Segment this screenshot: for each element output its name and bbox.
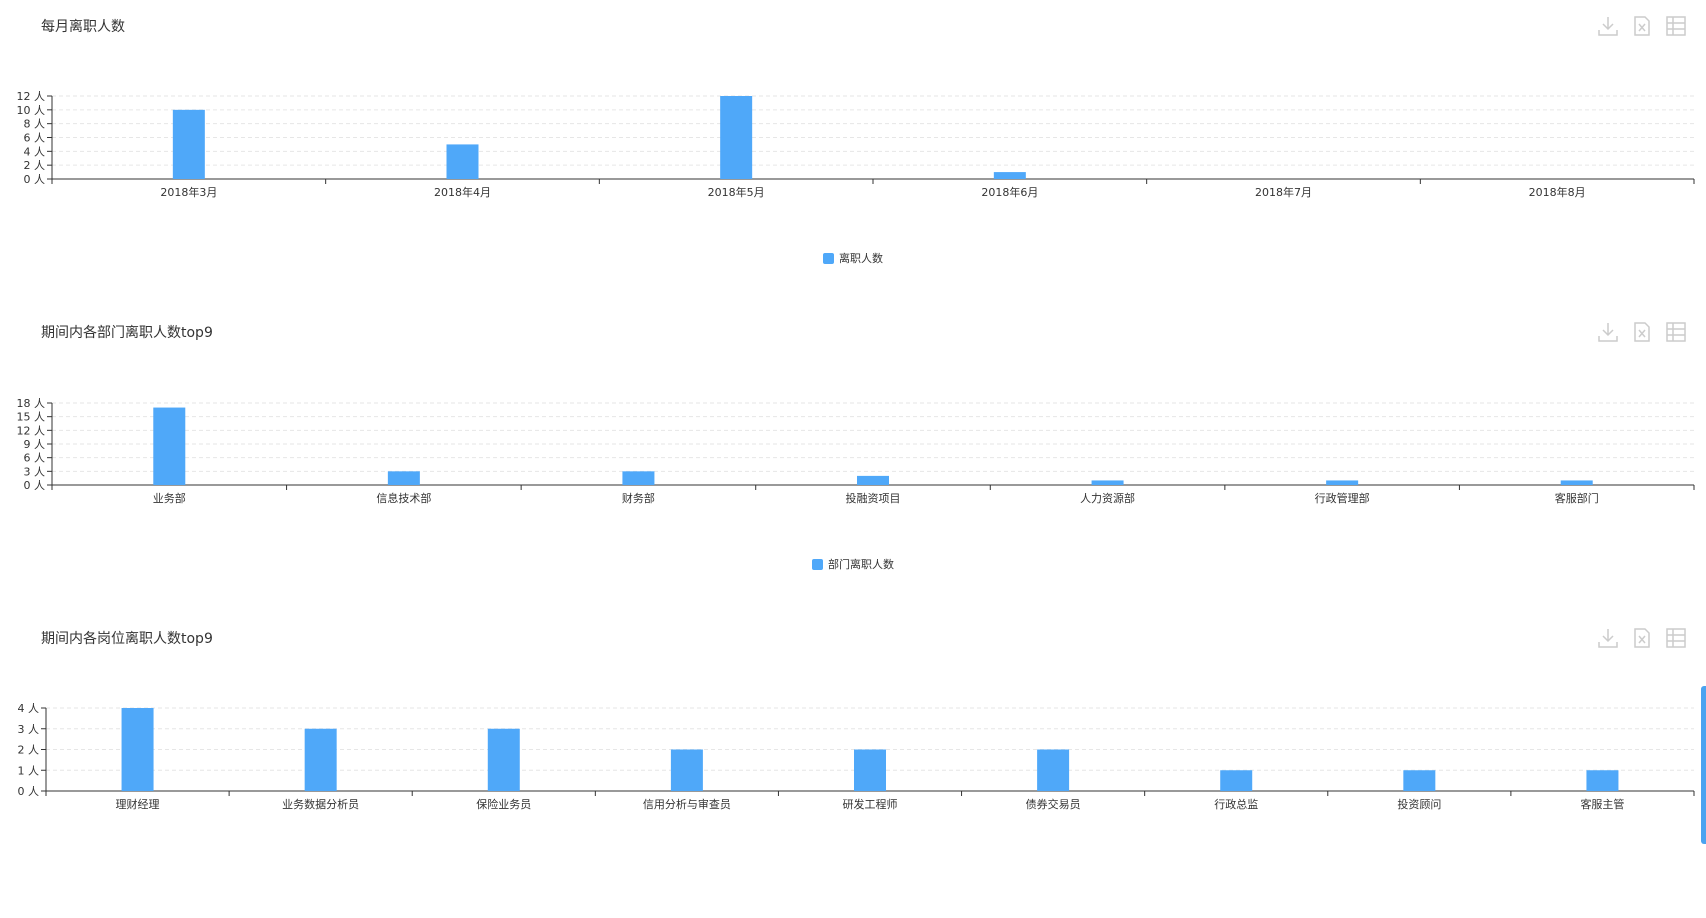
bar (854, 749, 886, 791)
y-tick-label: 10 人 (17, 104, 46, 117)
data-table-icon[interactable] (1664, 626, 1688, 650)
chart-panel-position: 期间内各岗位离职人数top9 0 人 1 人 2 人 3 人 4 人理财经理 业务数据分析… (0, 612, 1706, 918)
bar (1091, 480, 1124, 485)
x-tick-label: 2018年8月 (1529, 185, 1586, 199)
bar (1326, 480, 1359, 485)
x-tick-label: 人力资源部 (1080, 491, 1135, 505)
legend-item[interactable]: 离职人数 (823, 250, 883, 266)
x-tick-label: 债券交易员 (1026, 797, 1081, 811)
y-tick-label: 8 人 (24, 118, 46, 131)
chart-title: 期间内各岗位离职人数top9 (41, 631, 213, 647)
chart-title: 每月离职人数 (41, 19, 125, 35)
y-tick-label: 18 人 (17, 397, 46, 410)
y-tick-label: 15 人 (17, 411, 46, 424)
x-tick-label: 研发工程师 (843, 797, 898, 811)
chart-toolbox (1596, 626, 1688, 650)
x-tick-label: 投资顾问 (1397, 797, 1441, 811)
bar (1037, 749, 1070, 791)
x-tick-label: 信用分析与审查员 (643, 797, 731, 811)
download-icon[interactable] (1596, 14, 1620, 38)
x-tick-label: 保险业务员 (476, 797, 531, 811)
y-tick-label: 9 人 (24, 438, 46, 451)
bar (857, 475, 889, 485)
y-tick-label: 0 人 (24, 479, 46, 492)
bar (1586, 770, 1619, 791)
chart-toolbox (1596, 320, 1688, 344)
y-tick-label: 6 人 (24, 132, 46, 145)
x-tick-label: 财务部 (622, 491, 655, 505)
x-tick-label: 2018年5月 (708, 185, 765, 199)
y-tick-label: 12 人 (17, 424, 46, 437)
bar (1403, 770, 1436, 791)
legend-label: 部门离职人数 (828, 558, 894, 571)
y-tick-label: 0 人 (18, 785, 40, 798)
x-tick-label: 2018年3月 (160, 185, 217, 199)
legend-label: 离职人数 (839, 252, 883, 265)
legend-swatch (823, 252, 834, 264)
bar (1560, 480, 1593, 485)
bar (1220, 770, 1253, 791)
chart-title: 期间内各部门离职人数top9 (41, 325, 213, 341)
y-tick-label: 12 人 (17, 90, 46, 103)
excel-export-icon[interactable] (1630, 626, 1654, 650)
bar (670, 749, 703, 791)
bar (172, 109, 205, 179)
data-table-icon[interactable] (1664, 320, 1688, 344)
page-scrollbar[interactable] (1701, 686, 1706, 844)
x-tick-label: 信息技术部 (376, 491, 431, 505)
y-tick-label: 0 人 (24, 173, 46, 186)
legend-item[interactable]: 部门离职人数 (812, 556, 894, 572)
y-tick-label: 2 人 (18, 744, 40, 757)
data-table-icon[interactable] (1664, 14, 1688, 38)
y-tick-label: 3 人 (18, 723, 40, 736)
bar (487, 728, 520, 791)
y-tick-label: 4 人 (18, 702, 40, 715)
y-tick-label: 1 人 (18, 764, 40, 777)
x-tick-label: 业务数据分析员 (282, 797, 359, 811)
y-tick-label: 2 人 (24, 159, 46, 172)
bar (446, 144, 479, 179)
bar-chart: 0 人2 人4 人6 人8 人10 人12 人 2018年3月 2018年4月 201… (17, 90, 1695, 199)
x-tick-label: 行政总监 (1214, 797, 1258, 811)
legend-swatch (812, 558, 823, 570)
y-tick-label: 3 人 (24, 465, 46, 478)
chart-legend: 部门离职人数 (0, 556, 1706, 572)
x-tick-label: 客服部门 (1555, 491, 1599, 505)
excel-export-icon[interactable] (1630, 320, 1654, 344)
bar (993, 172, 1026, 179)
bar (622, 471, 655, 485)
bar (121, 708, 154, 791)
x-tick-label: 行政管理部 (1315, 491, 1370, 505)
bar (153, 407, 186, 485)
x-tick-label: 投融资项目 (846, 491, 901, 505)
chart-legend: 离职人数 (0, 250, 1706, 266)
y-tick-label: 6 人 (24, 452, 46, 465)
y-tick-label: 4 人 (24, 145, 46, 158)
x-tick-label: 理财经理 (116, 797, 160, 811)
download-icon[interactable] (1596, 626, 1620, 650)
bar (304, 728, 337, 791)
x-tick-label: 2018年4月 (434, 185, 491, 199)
excel-export-icon[interactable] (1630, 14, 1654, 38)
download-icon[interactable] (1596, 320, 1620, 344)
bar (387, 471, 420, 485)
chart-toolbox (1596, 14, 1688, 38)
x-tick-label: 客服主管 (1580, 797, 1624, 811)
x-tick-label: 2018年6月 (981, 185, 1038, 199)
x-tick-label: 业务部 (153, 491, 186, 505)
x-tick-label: 2018年7月 (1255, 185, 1312, 199)
bar (720, 96, 753, 179)
